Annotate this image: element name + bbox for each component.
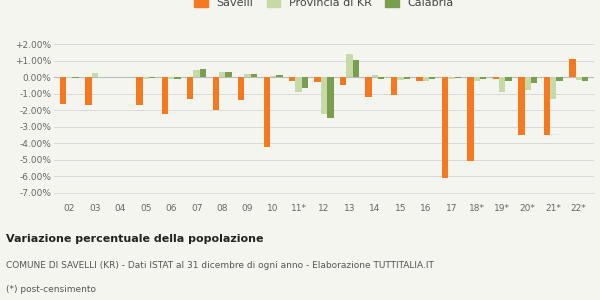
Bar — [556, 77, 563, 80]
Bar — [289, 77, 295, 80]
Bar — [372, 75, 378, 77]
Bar — [238, 77, 244, 100]
Bar — [92, 73, 98, 77]
Text: Variazione percentuale della popolazione: Variazione percentuale della popolazione — [6, 234, 263, 244]
Bar — [480, 77, 487, 79]
Bar — [276, 75, 283, 77]
Bar — [302, 77, 308, 88]
Bar — [353, 60, 359, 77]
Bar — [270, 76, 276, 77]
Bar — [295, 77, 302, 92]
Text: COMUNE DI SAVELLI (KR) - Dati ISTAT al 31 dicembre di ogni anno - Elaborazione T: COMUNE DI SAVELLI (KR) - Dati ISTAT al 3… — [6, 261, 434, 270]
Bar — [442, 77, 448, 178]
Bar — [429, 77, 436, 79]
Legend: Savelli, Provincia di KR, Calabria: Savelli, Provincia di KR, Calabria — [192, 0, 456, 10]
Bar — [467, 77, 473, 161]
Bar — [193, 70, 200, 77]
Bar — [365, 77, 372, 97]
Bar — [136, 77, 143, 105]
Bar — [569, 59, 575, 77]
Bar — [340, 77, 346, 86]
Bar — [187, 77, 193, 99]
Bar — [219, 72, 225, 77]
Bar — [314, 77, 321, 82]
Bar — [175, 77, 181, 79]
Bar — [346, 54, 353, 77]
Bar — [531, 77, 538, 83]
Bar — [143, 77, 149, 79]
Bar — [244, 74, 251, 77]
Bar — [582, 77, 588, 80]
Bar — [200, 69, 206, 77]
Bar — [251, 74, 257, 77]
Bar — [518, 77, 524, 135]
Bar — [73, 77, 79, 78]
Bar — [321, 77, 327, 113]
Bar — [493, 77, 499, 79]
Bar — [378, 77, 385, 79]
Bar — [455, 77, 461, 78]
Bar — [149, 77, 155, 78]
Bar — [550, 77, 556, 99]
Bar — [423, 77, 429, 80]
Bar — [161, 77, 168, 113]
Bar — [225, 72, 232, 77]
Bar — [473, 77, 480, 81]
Bar — [263, 77, 270, 146]
Bar — [397, 77, 404, 80]
Bar — [505, 77, 512, 80]
Bar — [448, 77, 455, 79]
Bar — [85, 77, 92, 105]
Bar — [212, 77, 219, 110]
Bar — [168, 77, 175, 79]
Bar — [66, 77, 73, 78]
Bar — [416, 77, 423, 80]
Text: (*) post-censimento: (*) post-censimento — [6, 285, 96, 294]
Bar — [575, 77, 582, 80]
Bar — [544, 77, 550, 135]
Bar — [499, 77, 505, 92]
Bar — [327, 77, 334, 119]
Bar — [524, 77, 531, 90]
Bar — [60, 77, 66, 104]
Bar — [404, 77, 410, 79]
Bar — [391, 77, 397, 95]
